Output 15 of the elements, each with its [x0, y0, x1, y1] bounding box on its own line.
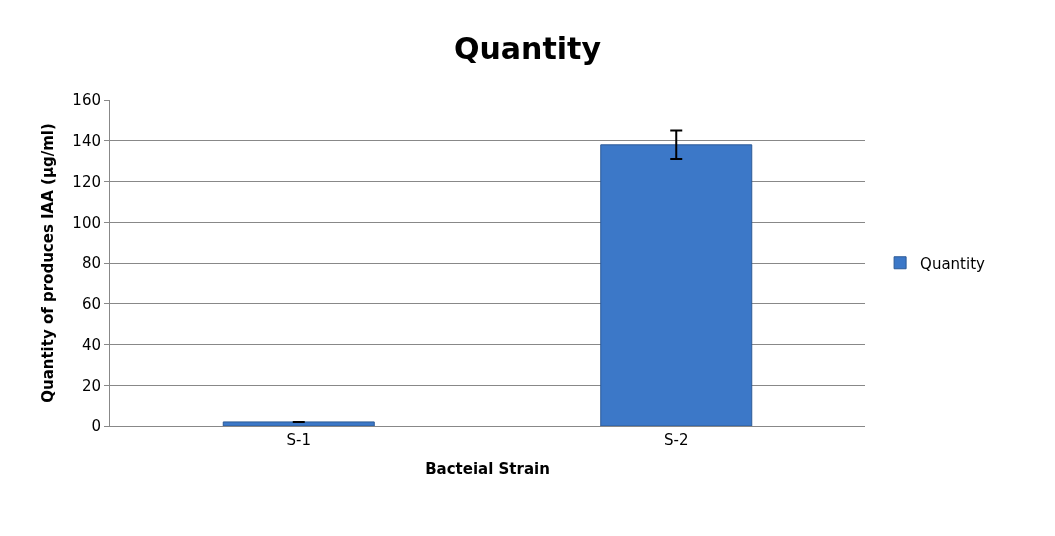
legend-label: Quantity	[920, 254, 986, 273]
y-tick-label: 0	[91, 417, 101, 436]
y-tick-label: 20	[81, 376, 101, 395]
y-axis-title: Quantity of produces IAA (µg/ml)	[38, 123, 57, 403]
y-tick-label: 120	[72, 172, 101, 191]
x-axis-title: Bacteial Strain	[425, 460, 550, 478]
y-tick-label: 60	[81, 295, 101, 313]
y-tick-label: 80	[81, 254, 101, 273]
x-tick-label: S-1	[286, 431, 311, 449]
y-tick-label: 40	[81, 335, 101, 354]
x-tick-label: S-2	[664, 431, 689, 449]
y-tick-label: 100	[72, 213, 101, 232]
chart-title: Quantity	[454, 30, 602, 66]
y-tick-label: 140	[72, 132, 101, 150]
y-tick-label: 160	[72, 91, 101, 110]
